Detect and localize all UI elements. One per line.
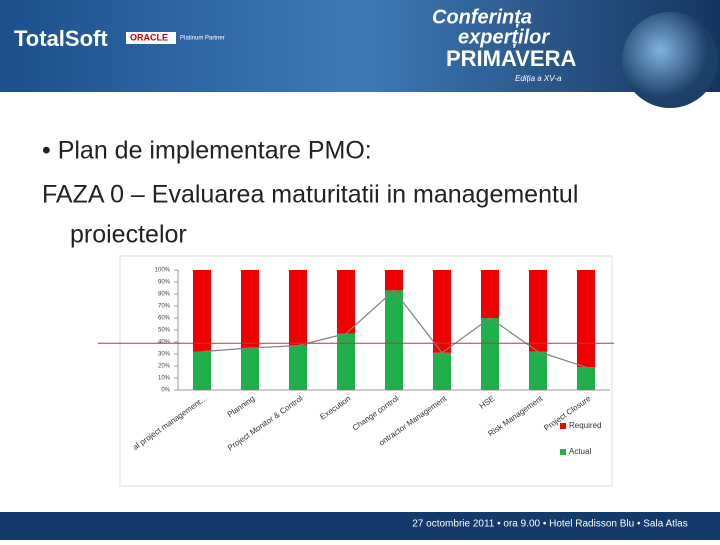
- bar: [241, 348, 259, 390]
- bar: [289, 270, 307, 346]
- bullet: • Plan de implementare PMO:: [42, 137, 372, 165]
- y-tick-label: 90%: [158, 280, 171, 286]
- y-tick-label: 0%: [161, 388, 170, 394]
- y-tick-label: 50%: [158, 328, 171, 334]
- y-tick-label: 10%: [158, 376, 171, 382]
- legend-swatch: [560, 423, 566, 429]
- y-tick-label: 80%: [158, 292, 171, 298]
- y-tick-label: 100%: [155, 268, 171, 274]
- line: [201, 289, 587, 368]
- edition: Ediția a XV-a: [515, 74, 562, 83]
- y-tick-label: 60%: [158, 316, 171, 322]
- oracle-box: [126, 32, 176, 44]
- bar: [529, 351, 547, 390]
- event-name: PRIMAVERA: [446, 46, 576, 71]
- globe: [622, 12, 718, 108]
- bar: [529, 270, 547, 352]
- bar: [385, 290, 403, 390]
- bar: [433, 352, 451, 390]
- bar: [337, 333, 355, 390]
- y-tick-label: 30%: [158, 352, 171, 358]
- bar: [433, 270, 451, 353]
- bar: [337, 270, 355, 334]
- body-line: FAZA 0 – Evaluarea maturitatii in manage…: [42, 181, 578, 209]
- brand: TotalSoft: [14, 26, 108, 51]
- legend-label: Required: [569, 421, 601, 430]
- y-tick-label: 70%: [158, 304, 171, 310]
- legend-swatch: [560, 449, 566, 455]
- bar: [385, 270, 403, 291]
- partner: ORACLE: [130, 32, 168, 42]
- bar: [481, 270, 499, 318]
- partner-level: Platinum Partner: [180, 36, 225, 42]
- bar: [481, 318, 499, 390]
- bar: [193, 351, 211, 390]
- bar: [577, 367, 595, 390]
- event-line2: experților: [458, 26, 550, 48]
- bar: [193, 270, 211, 352]
- body-line: proiectelor: [70, 221, 187, 249]
- event-line1: Conferința: [432, 6, 532, 28]
- bar: [577, 270, 595, 368]
- legend-label: Actual: [569, 447, 591, 456]
- header-bar: [0, 0, 720, 92]
- bar: [289, 345, 307, 390]
- y-tick-label: 20%: [158, 364, 171, 370]
- bar: [241, 270, 259, 348]
- y-tick-label: 40%: [158, 340, 171, 346]
- footer: 27 octombrie 2011 • ora 9.00 • Hotel Rad…: [412, 519, 687, 530]
- footer-bar: [0, 512, 720, 540]
